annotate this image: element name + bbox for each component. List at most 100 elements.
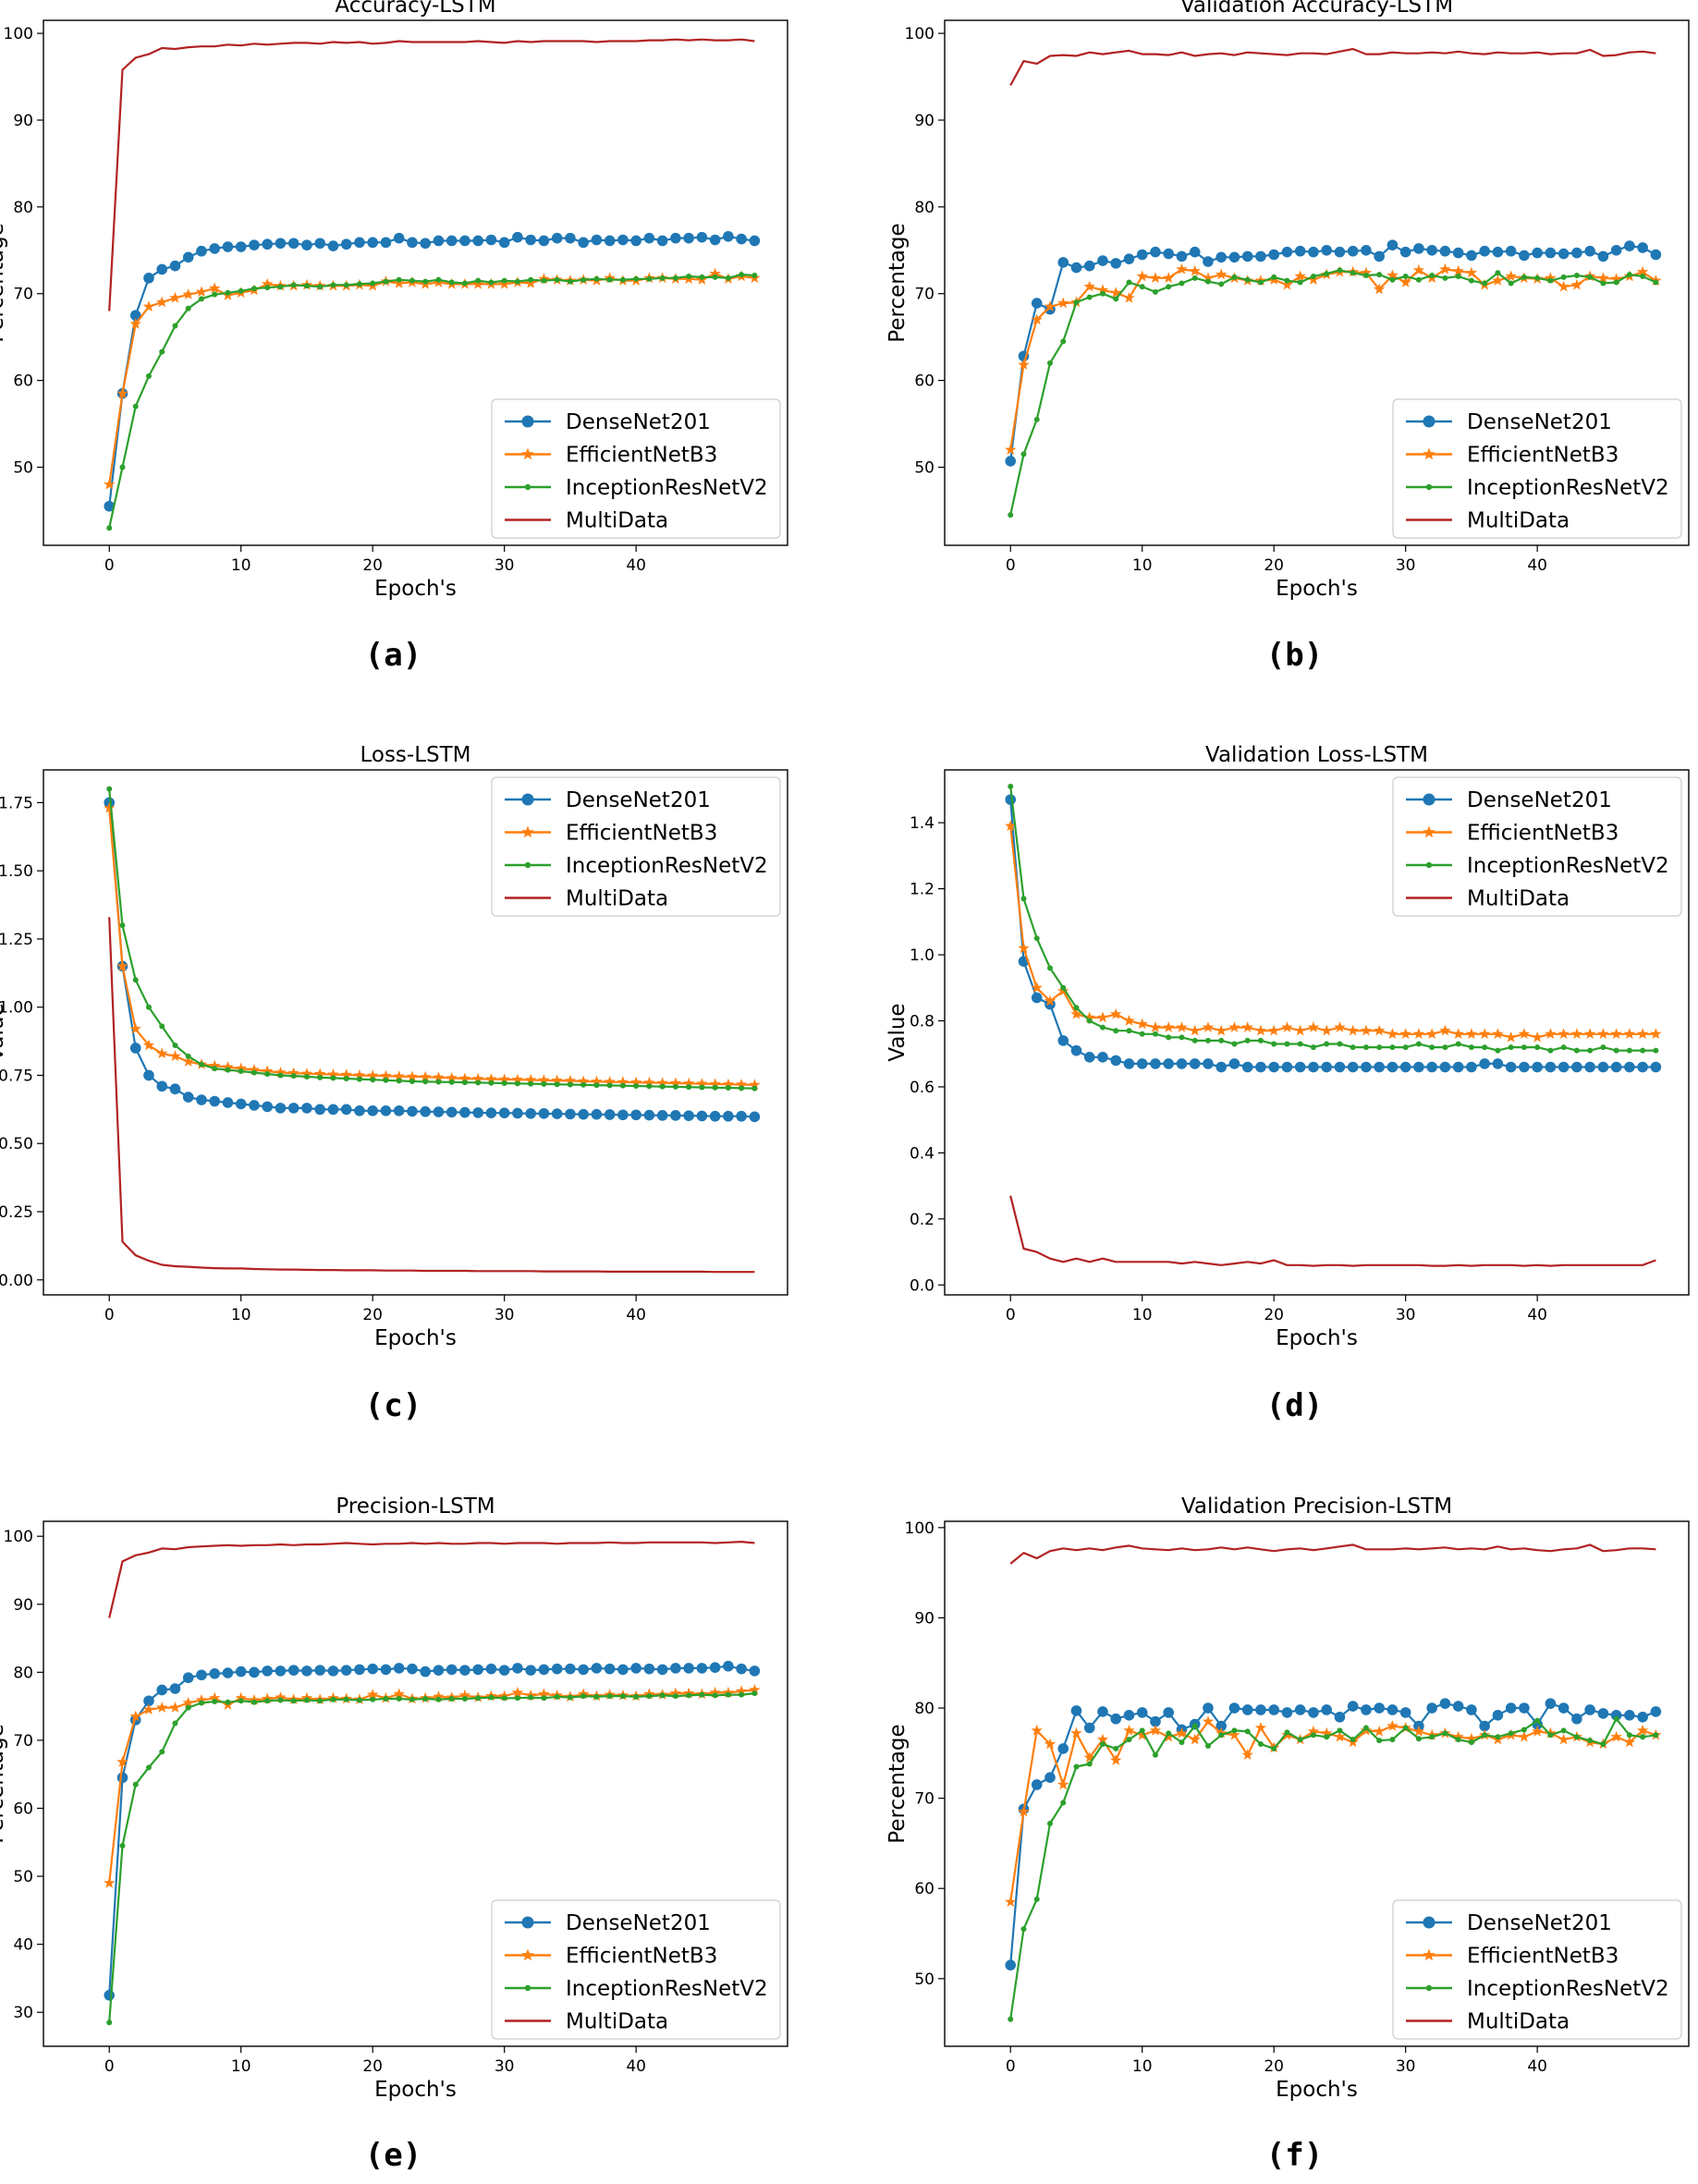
data-point — [749, 1684, 761, 1695]
data-point — [1653, 279, 1659, 286]
data-point — [1439, 262, 1451, 275]
data-point — [182, 1055, 194, 1067]
data-point — [420, 1070, 432, 1082]
data-point — [370, 1696, 376, 1702]
data-point — [1218, 281, 1225, 287]
legend-label: MultiData — [566, 887, 668, 911]
data-point — [1337, 1041, 1343, 1047]
data-point — [1086, 294, 1093, 300]
data-point — [1203, 1702, 1214, 1714]
data-point — [142, 1703, 155, 1715]
data-point — [104, 801, 116, 813]
data-point — [1519, 1061, 1530, 1073]
data-point — [461, 280, 468, 287]
y-tick-label: 50 — [13, 459, 33, 478]
data-point — [749, 1079, 761, 1091]
data-point — [646, 275, 653, 282]
data-point — [156, 1047, 168, 1059]
data-point — [314, 238, 326, 250]
data-point — [354, 237, 365, 249]
data-point — [264, 1698, 271, 1704]
data-point — [630, 1109, 641, 1121]
data-point — [1547, 277, 1554, 284]
data-point — [1189, 1024, 1201, 1036]
data-point — [182, 251, 194, 263]
data-point — [488, 279, 495, 286]
data-point — [1362, 273, 1369, 279]
data-point — [709, 1078, 721, 1090]
data-point — [485, 1107, 497, 1118]
data-point — [1584, 1028, 1596, 1039]
data-point — [1321, 1726, 1333, 1739]
data-point — [696, 1663, 708, 1674]
data-point — [1070, 1044, 1082, 1056]
data-point — [433, 1106, 445, 1117]
data-point — [1073, 299, 1080, 306]
data-point — [1600, 1044, 1606, 1051]
data-point — [646, 1083, 653, 1090]
y-tick-label: 1.2 — [910, 881, 935, 899]
data-point — [185, 1704, 191, 1711]
data-point — [104, 500, 116, 512]
data-point — [512, 231, 523, 243]
data-point — [367, 1069, 379, 1080]
data-point — [1149, 272, 1162, 284]
data-point — [1573, 1047, 1580, 1054]
data-point — [317, 1074, 324, 1080]
data-point — [1152, 288, 1158, 295]
data-point — [656, 1077, 668, 1088]
data-point — [1046, 965, 1053, 971]
data-point — [1046, 360, 1053, 366]
data-point — [538, 1664, 550, 1676]
chart-title: Precision-LSTM — [336, 1495, 495, 1519]
x-tick-label: 20 — [362, 2057, 383, 2076]
data-point — [696, 1078, 708, 1089]
data-point — [498, 277, 510, 289]
data-point — [514, 278, 520, 285]
x-tick-label: 20 — [1264, 2057, 1284, 2076]
data-point — [739, 272, 745, 278]
data-point — [498, 1107, 510, 1118]
data-point — [749, 1111, 761, 1123]
data-point — [1031, 298, 1043, 309]
data-point — [212, 1698, 218, 1704]
data-point — [1360, 266, 1373, 278]
data-point — [475, 277, 482, 284]
data-point — [106, 2019, 113, 2026]
data-point — [1573, 1734, 1580, 1740]
x-tick-label: 20 — [1264, 556, 1284, 575]
data-point — [169, 1050, 181, 1062]
legend-label: InceptionResNetV2 — [1467, 1977, 1669, 2001]
data-point — [709, 1110, 721, 1122]
data-point — [172, 323, 178, 329]
data-point — [1057, 257, 1069, 268]
data-point — [514, 1080, 520, 1087]
data-point — [1244, 1728, 1251, 1735]
data-point — [1255, 1061, 1266, 1073]
data-point — [407, 237, 418, 249]
data-point — [383, 278, 389, 285]
data-point — [1070, 262, 1082, 274]
data-point — [1466, 1061, 1477, 1073]
y-tick-label: 40 — [13, 1936, 33, 1955]
data-point — [420, 1665, 431, 1678]
data-point — [488, 1080, 495, 1086]
x-tick-label: 30 — [495, 2057, 515, 2076]
data-point — [1452, 1730, 1464, 1742]
data-point — [1307, 274, 1320, 285]
data-point — [1139, 284, 1145, 290]
data-point — [511, 1686, 524, 1698]
data-point — [1534, 275, 1541, 281]
data-point — [290, 1698, 297, 1704]
data-point — [1228, 1702, 1240, 1714]
data-point — [1350, 270, 1356, 276]
data-point — [343, 1076, 349, 1082]
data-point — [446, 235, 458, 247]
legend-box — [491, 1899, 781, 2040]
data-point — [475, 1080, 482, 1086]
data-point — [619, 1693, 626, 1700]
data-point — [1321, 1024, 1333, 1036]
data-point — [354, 1664, 365, 1676]
data-point — [1455, 1737, 1461, 1743]
y-tick-label: 90 — [13, 112, 33, 130]
